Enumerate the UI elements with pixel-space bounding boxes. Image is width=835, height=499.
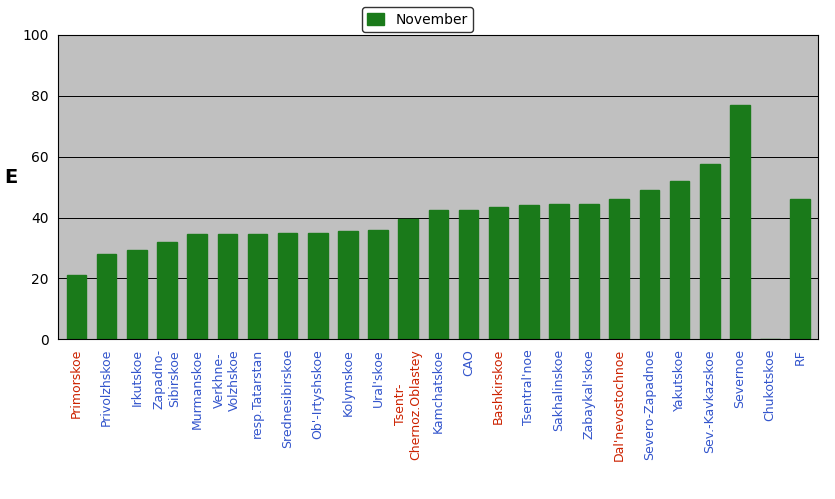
Bar — [157, 242, 177, 339]
Bar — [610, 199, 629, 339]
Bar — [187, 235, 207, 339]
Bar — [248, 235, 267, 339]
Bar — [670, 181, 690, 339]
Bar — [428, 210, 448, 339]
Bar — [308, 233, 327, 339]
Bar — [549, 204, 569, 339]
Bar — [640, 190, 660, 339]
Bar — [700, 164, 720, 339]
Bar — [458, 210, 478, 339]
Bar — [730, 105, 750, 339]
Bar — [217, 235, 237, 339]
Bar — [67, 275, 86, 339]
Bar — [278, 233, 297, 339]
Bar — [368, 230, 388, 339]
Bar — [488, 207, 509, 339]
Bar — [338, 231, 357, 339]
Bar — [398, 219, 418, 339]
Bar — [519, 206, 539, 339]
Bar — [127, 250, 147, 339]
Legend: November: November — [362, 7, 473, 32]
Bar — [97, 254, 117, 339]
Bar — [579, 204, 599, 339]
Bar — [791, 199, 810, 339]
Y-axis label: E: E — [5, 168, 18, 187]
